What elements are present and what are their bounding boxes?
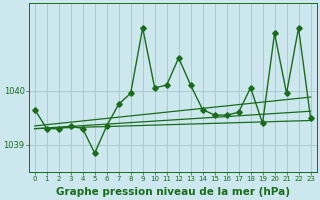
X-axis label: Graphe pression niveau de la mer (hPa): Graphe pression niveau de la mer (hPa) [56, 187, 290, 197]
